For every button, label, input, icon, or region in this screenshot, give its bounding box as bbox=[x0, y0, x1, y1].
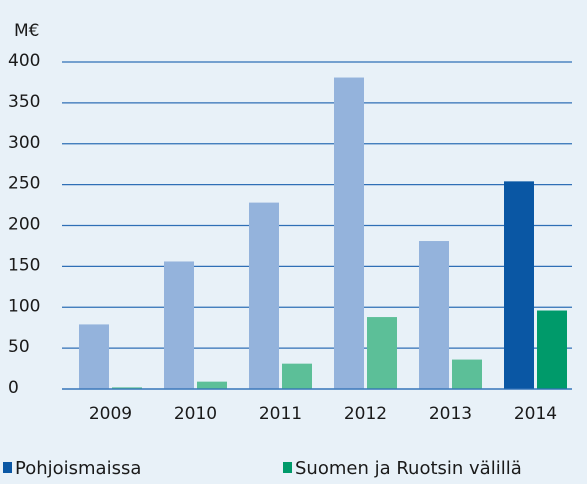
legend-swatch bbox=[283, 462, 292, 473]
x-tick-label: 2012 bbox=[344, 404, 387, 424]
legend-swatch bbox=[3, 462, 12, 473]
y-tick-label: 0 bbox=[8, 378, 19, 398]
y-tick-label: 350 bbox=[8, 92, 40, 112]
legend-label: Suomen ja Ruotsin välillä bbox=[295, 458, 522, 479]
bar bbox=[282, 363, 312, 389]
x-tick-label: 2014 bbox=[514, 404, 557, 424]
bar bbox=[334, 77, 364, 389]
y-tick-label: 400 bbox=[8, 51, 40, 71]
bar bbox=[419, 241, 449, 389]
y-tick-label: 200 bbox=[8, 215, 40, 235]
bar bbox=[367, 317, 397, 389]
y-tick-label: 100 bbox=[8, 296, 40, 316]
x-tick-label: 2011 bbox=[259, 404, 302, 424]
y-tick-label: 150 bbox=[8, 255, 40, 275]
bar bbox=[79, 324, 109, 389]
bar bbox=[164, 261, 194, 389]
legend-label: Pohjoismaissa bbox=[15, 458, 141, 479]
bar bbox=[537, 310, 567, 389]
y-tick-label: 300 bbox=[8, 133, 40, 153]
bar bbox=[197, 381, 227, 389]
x-tick-label: 2010 bbox=[174, 404, 217, 424]
x-tick-label: 2009 bbox=[89, 404, 132, 424]
x-tick-label: 2013 bbox=[429, 404, 472, 424]
bar bbox=[504, 181, 534, 389]
bar bbox=[249, 202, 279, 389]
y-axis-label: M€ bbox=[14, 21, 39, 41]
y-tick-label: 50 bbox=[8, 337, 30, 357]
bar bbox=[112, 387, 142, 389]
bar bbox=[452, 359, 482, 389]
y-tick-label: 250 bbox=[8, 174, 40, 194]
